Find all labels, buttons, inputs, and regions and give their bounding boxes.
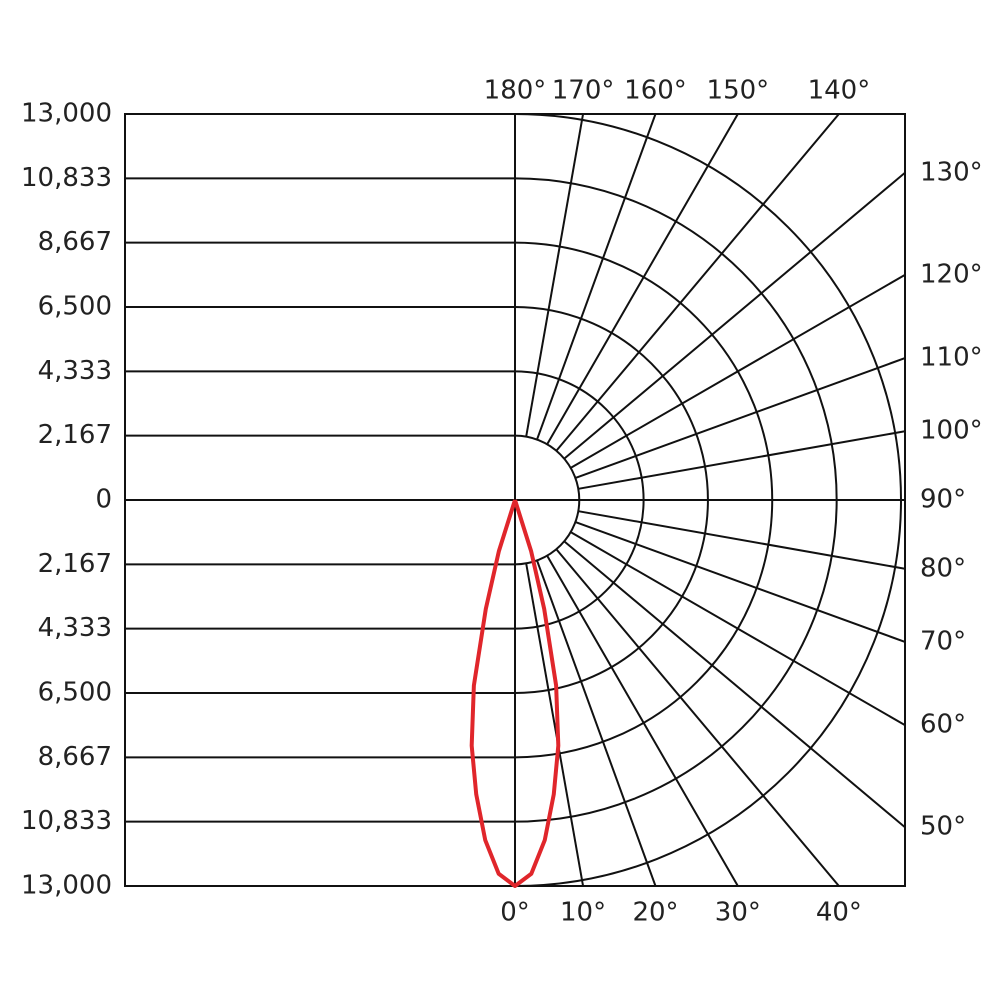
grid-ray xyxy=(536,114,657,440)
grid-arc xyxy=(514,434,581,566)
grid-ray xyxy=(570,531,905,727)
grid-ray xyxy=(546,114,739,445)
y-tick-label: 13,000 xyxy=(21,99,112,129)
grid-ray xyxy=(555,114,840,452)
angle-label: 0° xyxy=(500,898,530,928)
y-tick-label: 13,000 xyxy=(21,871,112,901)
angle-label: 130° xyxy=(920,157,983,187)
grid-ray xyxy=(536,560,657,886)
grid-ray xyxy=(563,171,905,460)
angle-label: 20° xyxy=(632,898,678,928)
intensity-curve xyxy=(469,499,561,888)
angle-label: 30° xyxy=(715,898,761,928)
angle-label: 110° xyxy=(920,343,983,373)
grid-ray xyxy=(578,510,905,570)
angle-label: 180° xyxy=(484,76,547,106)
grid-ray xyxy=(575,357,905,479)
angle-label: 140° xyxy=(808,76,871,106)
grid-ray xyxy=(578,430,905,490)
angle-label: 70° xyxy=(920,626,966,656)
y-tick-label: 4,333 xyxy=(38,613,112,643)
angle-label: 40° xyxy=(816,898,862,928)
y-tick-label: 8,667 xyxy=(38,227,112,257)
grid-ray xyxy=(570,273,905,469)
y-tick-label: 0 xyxy=(95,485,112,515)
y-tick-label: 2,167 xyxy=(38,549,112,579)
angle-label: 100° xyxy=(920,416,983,446)
angle-label: 150° xyxy=(707,76,770,106)
angle-label: 10° xyxy=(560,898,606,928)
y-tick-label: 6,500 xyxy=(38,292,112,322)
y-tick-label: 10,833 xyxy=(21,806,112,836)
angle-label: 50° xyxy=(920,812,966,842)
angle-label: 60° xyxy=(920,710,966,740)
angle-label: 120° xyxy=(920,259,983,289)
y-tick-label: 10,833 xyxy=(21,163,112,193)
grid-ray xyxy=(575,521,905,643)
angle-label: 170° xyxy=(552,76,615,106)
grid-ray xyxy=(546,555,739,886)
y-tick-label: 2,167 xyxy=(38,420,112,450)
angle-label: 90° xyxy=(920,485,966,515)
y-tick-label: 4,333 xyxy=(38,356,112,386)
y-tick-label: 8,667 xyxy=(38,742,112,772)
angle-label: 80° xyxy=(920,553,966,583)
grid-ray xyxy=(525,563,585,886)
grid-ray xyxy=(525,114,585,437)
grid-ray xyxy=(563,540,905,829)
y-tick-label: 6,500 xyxy=(38,678,112,708)
grid-ray xyxy=(555,548,840,886)
angle-label: 160° xyxy=(624,76,687,106)
